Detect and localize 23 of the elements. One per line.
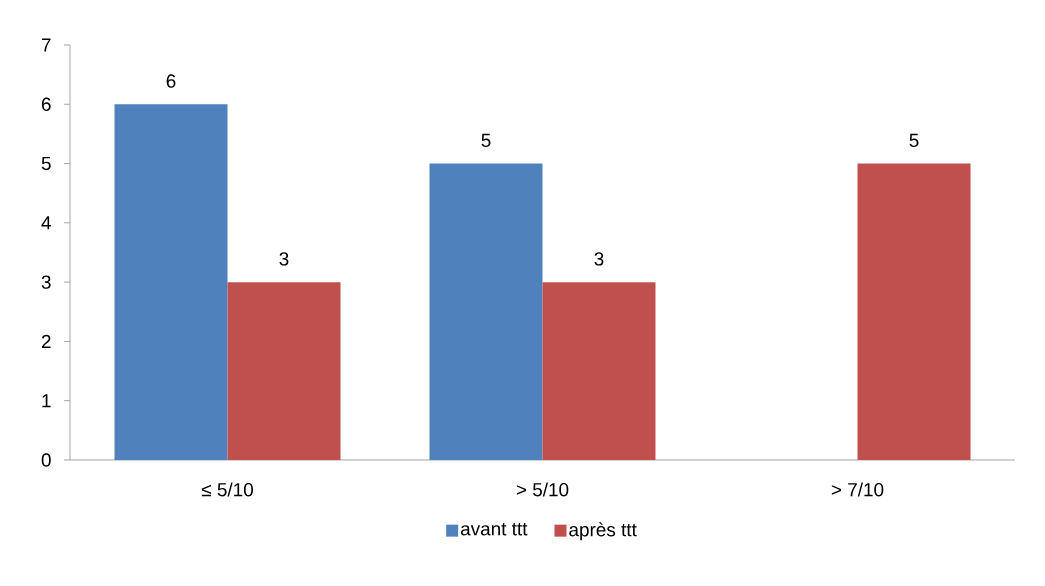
y-tick-label: 1 — [42, 394, 51, 408]
bar — [857, 163, 971, 460]
legend-label: après ttt — [569, 522, 637, 541]
y-tick-label: 6 — [41, 97, 51, 111]
legend-label: avant ttt — [460, 523, 528, 536]
y-tick-label: 5 — [41, 156, 51, 171]
bar — [429, 163, 543, 460]
x-tick-label: > 5/10 — [516, 482, 569, 497]
data-label: 6 — [166, 74, 176, 88]
data-label: 5 — [481, 133, 491, 148]
data-label: 5 — [909, 133, 919, 148]
bar — [227, 282, 341, 460]
x-tick-label: ≤ 5/10 — [201, 482, 253, 497]
x-tick-label: > 7/10 — [831, 482, 884, 497]
bar — [114, 104, 228, 460]
y-tick-label: 4 — [41, 216, 51, 230]
data-label: 3 — [279, 252, 289, 266]
data-label: 3 — [594, 252, 604, 266]
bar — [542, 282, 656, 460]
y-tick-label: 7 — [41, 38, 51, 52]
y-tick-label: 3 — [41, 275, 51, 289]
y-tick-label: 2 — [41, 334, 51, 349]
y-tick-label: 0 — [41, 453, 51, 467]
